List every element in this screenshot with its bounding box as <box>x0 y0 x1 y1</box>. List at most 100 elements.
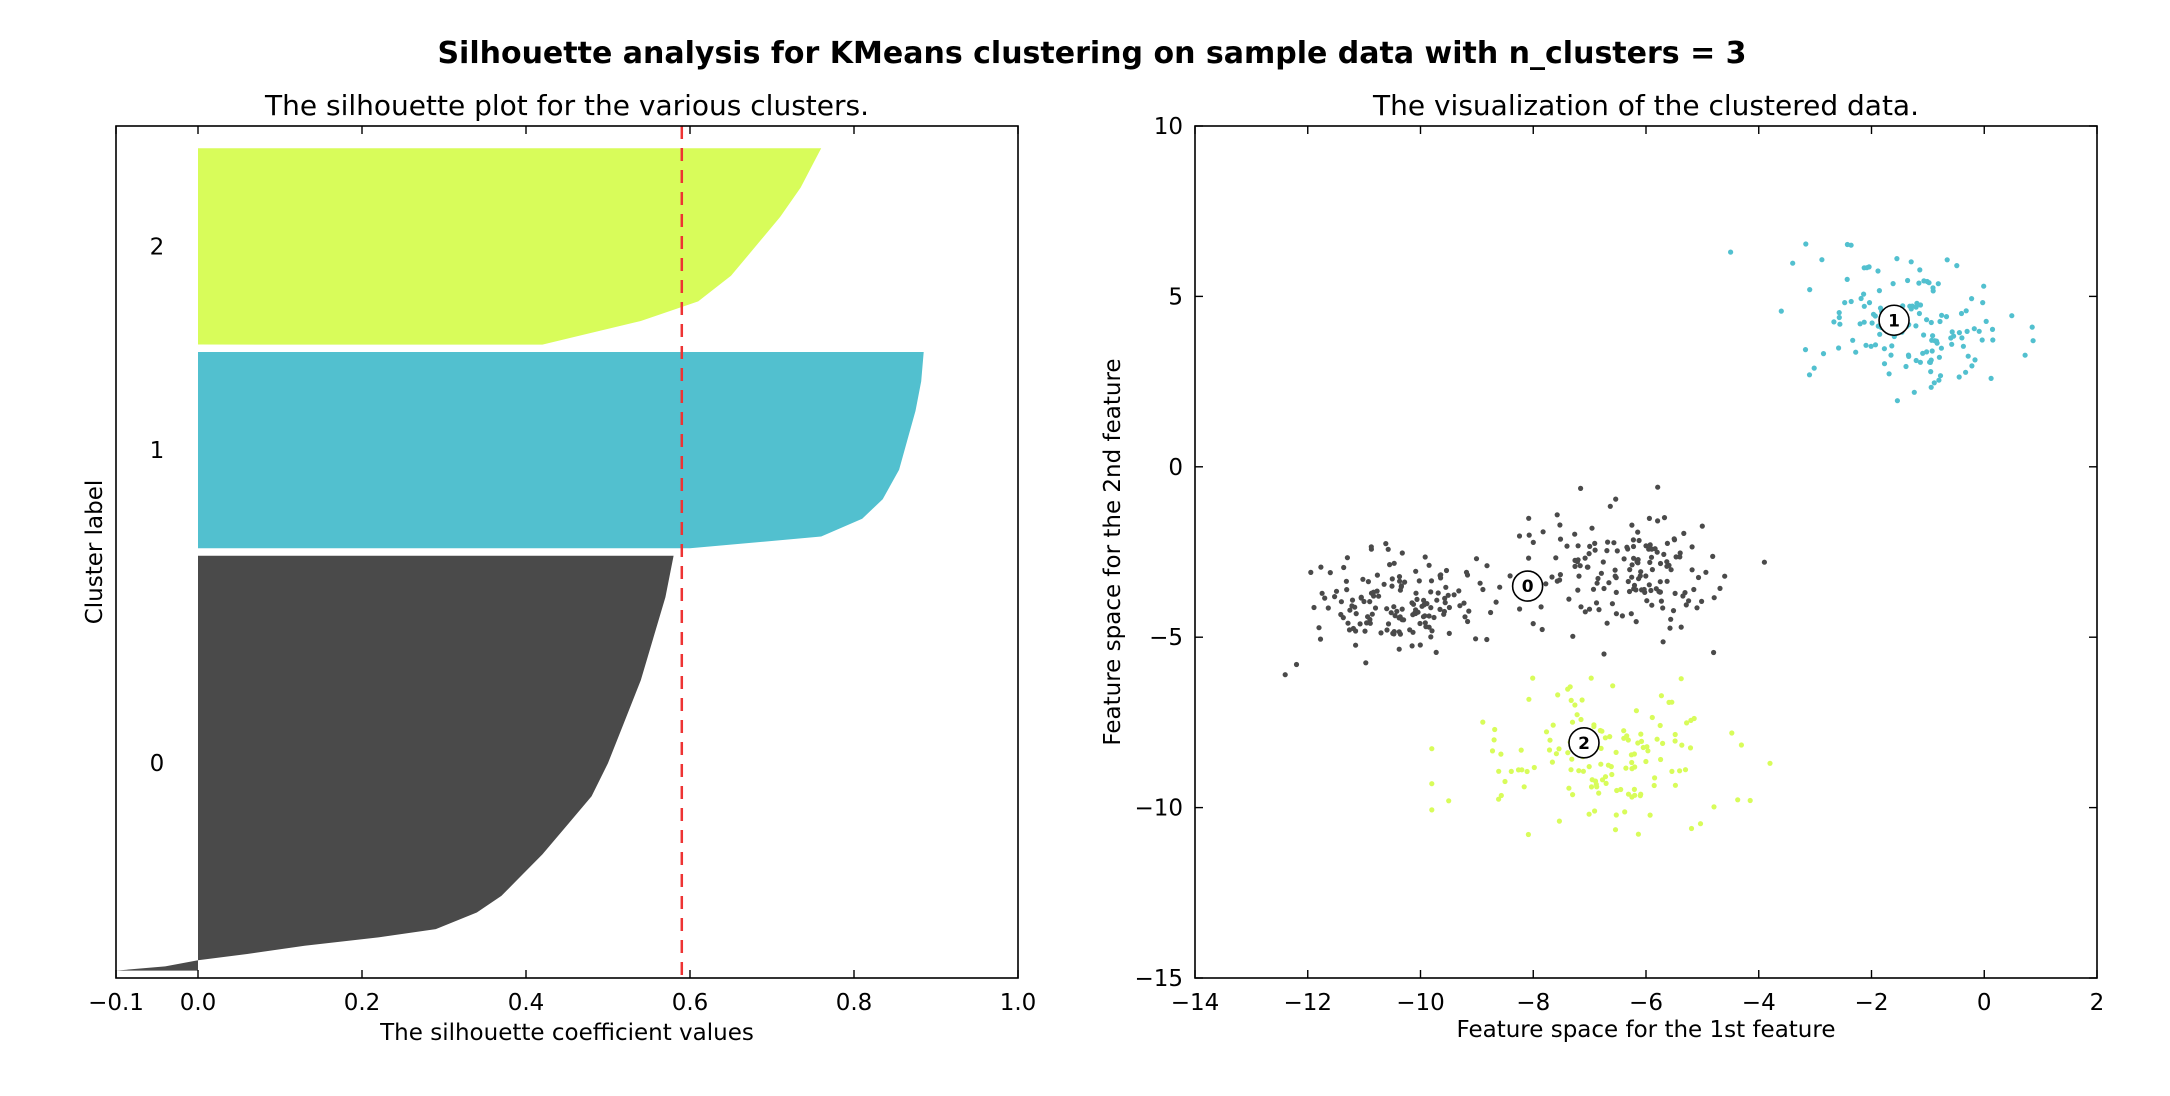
scatter-point <box>1614 548 1620 554</box>
scatter-point <box>1728 249 1734 255</box>
scatter-point <box>1954 263 1960 269</box>
scatter-point <box>1658 598 1664 604</box>
scatter-point <box>1646 582 1652 588</box>
scatter-y-tick-label: −5 <box>1149 625 1183 651</box>
scatter-x-tick-label: −8 <box>1516 990 1550 1016</box>
scatter-point <box>1465 618 1471 625</box>
scatter-point <box>1983 318 1989 324</box>
scatter-plot-frame <box>1194 125 2098 979</box>
silhouette-plot: The silhouette plot for the various clus… <box>82 89 1036 1046</box>
scatter-point <box>1905 277 1911 284</box>
scatter-point <box>1649 602 1655 608</box>
scatter-point <box>1666 699 1672 706</box>
scatter-point <box>1635 740 1641 746</box>
silhouette-x-tick-label: 0.2 <box>344 990 381 1016</box>
scatter-point <box>1365 579 1371 585</box>
scatter-point <box>1836 310 1842 316</box>
scatter-point <box>1908 259 1914 265</box>
scatter-point <box>1607 734 1613 740</box>
scatter-point <box>1717 585 1723 592</box>
scatter-point <box>1924 317 1930 323</box>
scatter-point <box>1557 572 1563 578</box>
scatter-point <box>1806 372 1813 378</box>
scatter-point <box>2029 324 2035 330</box>
scatter-point <box>1589 525 1595 531</box>
scatter-point <box>1345 620 1351 626</box>
scatter-point <box>1636 537 1642 544</box>
scatter-point <box>1979 337 1985 343</box>
scatter-point <box>1670 608 1677 614</box>
scatter-point <box>1353 611 1359 617</box>
figure-title: Silhouette analysis for KMeans clusterin… <box>437 36 1746 71</box>
scatter-point <box>1956 330 1962 336</box>
scatter-point <box>1857 321 1863 327</box>
scatter-point <box>1613 611 1619 617</box>
scatter-point <box>1564 543 1570 549</box>
scatter-point <box>1622 809 1628 815</box>
scatter-point <box>1596 790 1602 796</box>
cluster-center-marker <box>1878 304 1910 337</box>
scatter-point <box>1557 536 1564 542</box>
scatter-y-tick-label: −15 <box>1134 966 1183 992</box>
scatter-point <box>1613 589 1619 596</box>
cluster-center-label: 1 <box>1888 311 1900 331</box>
scatter-point <box>1767 760 1773 766</box>
scatter-point <box>1492 726 1498 733</box>
scatter-point <box>1657 589 1663 595</box>
scatter-point <box>1836 345 1842 351</box>
scatter-point <box>1422 554 1428 560</box>
scatter-point <box>1929 337 1935 343</box>
scatter-point <box>1367 620 1373 626</box>
scatter-point <box>1672 590 1678 597</box>
scatter-point <box>1555 692 1561 698</box>
scatter-point <box>1464 572 1471 578</box>
scatter-point <box>1778 308 1784 314</box>
scatter-point <box>1357 621 1363 627</box>
scatter-point <box>1761 559 1767 565</box>
scatter-point <box>1569 719 1576 725</box>
scatter-point <box>1630 543 1637 550</box>
scatter-point <box>1586 606 1593 612</box>
scatter-point <box>1428 589 1434 595</box>
scatter-point <box>1677 554 1683 560</box>
scatter-point <box>1392 613 1398 619</box>
scatter-point <box>1677 768 1683 774</box>
scatter-x-tick-label: −12 <box>1283 990 1332 1016</box>
silhouette-plot-frame <box>115 125 1019 979</box>
scatter-point <box>1397 578 1403 584</box>
scatter-point <box>1703 569 1709 575</box>
scatter-point <box>1333 588 1340 594</box>
scatter-point <box>1388 610 1394 616</box>
scatter-point <box>1556 818 1562 824</box>
scatter-point <box>1637 573 1643 579</box>
scatter-point <box>1311 604 1317 611</box>
scatter-point <box>1600 559 1606 565</box>
scatter-point <box>1570 792 1576 798</box>
scatter-point <box>1498 792 1504 799</box>
scatter-point <box>1586 764 1592 770</box>
scatter-point <box>1629 562 1635 568</box>
scatter-point <box>1426 613 1432 619</box>
scatter-point <box>1638 569 1644 575</box>
scatter-point <box>1936 377 1942 383</box>
scatter-point <box>1927 359 1933 365</box>
scatter-point <box>1557 577 1563 583</box>
scatter-point <box>1584 564 1590 570</box>
scatter-point <box>1831 319 1837 325</box>
scatter-point <box>1872 342 1879 348</box>
scatter-point <box>1416 578 1422 584</box>
scatter-point <box>1599 728 1605 734</box>
scatter-point <box>1399 550 1405 556</box>
scatter-point <box>1543 581 1549 587</box>
scatter-point <box>1596 607 1602 613</box>
scatter-point <box>1376 593 1382 599</box>
scatter-point <box>1553 751 1559 757</box>
scatter-point <box>1654 549 1660 555</box>
scatter-point <box>1360 576 1366 582</box>
scatter-point <box>1664 578 1670 584</box>
scatter-point <box>1378 630 1384 636</box>
scatter-point <box>1383 541 1389 547</box>
scatter-point <box>1480 719 1486 725</box>
scatter-point <box>1629 522 1635 528</box>
scatter-point <box>1519 767 1525 773</box>
